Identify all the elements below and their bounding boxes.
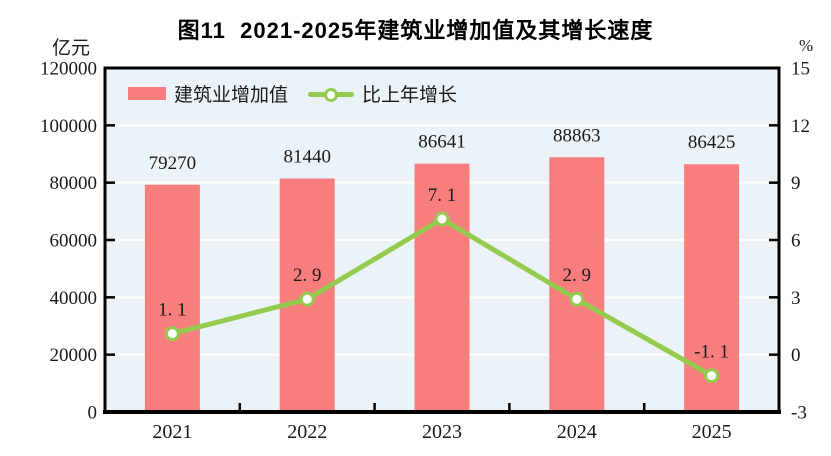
y2-axis-tick-label: 12 [791,116,810,137]
bar-value-label: 81440 [283,147,331,168]
bar-2024 [549,157,605,412]
marker-2022 [299,291,315,307]
marker-2024 [569,291,585,307]
bar-value-label: 79270 [149,153,197,174]
y-axis-tick-label: 40000 [50,288,98,309]
left-axis-unit-label: 亿元 [52,38,91,59]
line-value-label: 2. 9 [293,265,322,286]
x-axis-label: 2021 [152,421,192,443]
marker-2023 [434,211,450,227]
x-axis-label: 2025 [692,421,732,443]
line-value-label: 7. 1 [428,185,457,206]
y2-axis-tick-label: 9 [791,173,801,194]
bar-2023 [414,163,470,412]
page-title: 图11 2021-2025年建筑业增加值及其增长速度 [177,18,654,43]
marker-2021 [164,326,180,342]
y-axis-tick-label: 120000 [40,59,97,80]
y-axis-tick-label: 100000 [40,116,97,137]
bar-value-label: 88863 [553,125,601,146]
bar-value-label: 86425 [688,132,736,153]
line-value-label: -1. 1 [694,342,729,363]
line-value-label: 1. 1 [158,300,187,321]
chart-legend: 建筑业增加值 比上年增长 [128,80,457,107]
bar-2021 [144,184,200,412]
legend-bar-swatch-icon [128,87,166,100]
y2-axis-tick-label: 15 [791,59,810,80]
x-axis-label: 2023 [422,421,462,443]
x-axis-label: 2022 [287,421,327,443]
legend-bar-label: 建筑业增加值 [174,85,289,106]
y-axis-tick-label: 0 [88,403,98,424]
y2-axis-tick-label: 6 [791,231,801,252]
y-axis-tick-label: 60000 [50,231,98,252]
bar-value-label: 86641 [418,132,466,153]
legend-line-marker-icon [308,87,355,102]
y-axis-tick-label: 20000 [50,345,98,366]
line-value-label: 2. 9 [563,265,592,286]
y2-axis-tick-label: 0 [791,345,801,366]
y-axis-tick-label: 80000 [50,173,98,194]
y2-axis-tick-label: 3 [791,288,801,309]
x-axis-label: 2024 [557,421,597,443]
marker-2025 [704,368,720,384]
y2-axis-tick-label: -3 [791,403,807,424]
legend-line-label: 比上年增长 [362,85,458,106]
right-axis-unit-label: % [799,36,814,55]
